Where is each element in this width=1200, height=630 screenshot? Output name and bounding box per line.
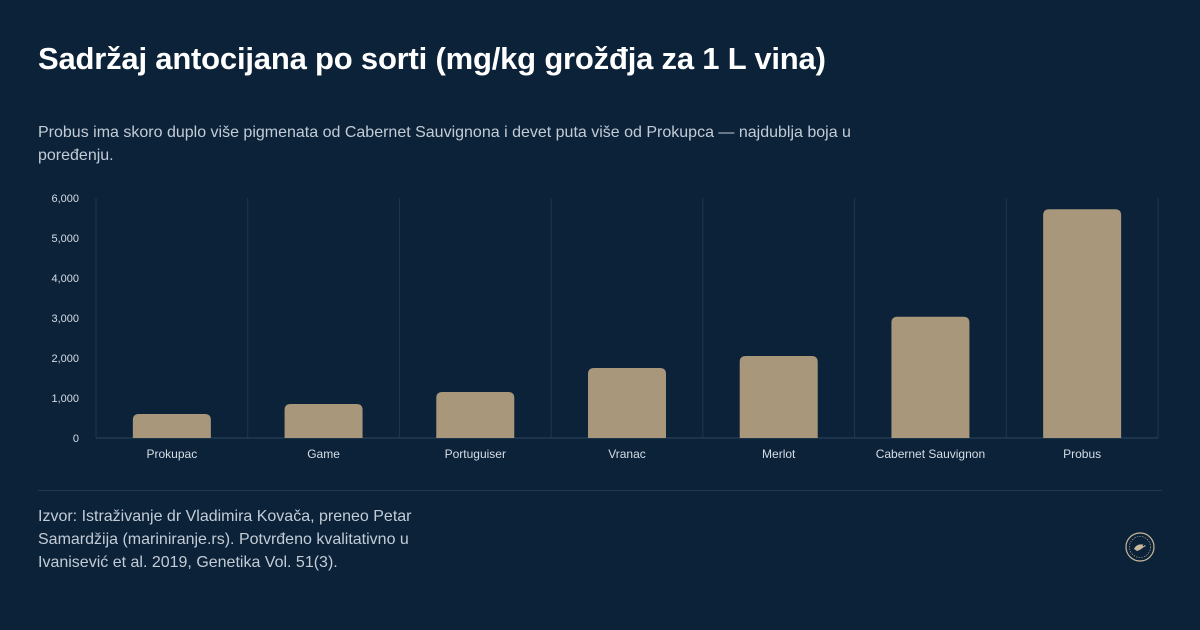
x-tick-label: Merlot — [762, 447, 796, 461]
bar-chart: 0 1,000 2,000 3,000 4,000 5,000 6,000 Prokupac G… — [51, 193, 1159, 461]
y-tick-label: 1,000 — [51, 393, 79, 405]
chart-subtitle: Probus ima skoro duplo više pigmenata od… — [38, 124, 851, 164]
bar-probus — [1043, 209, 1122, 438]
bar-cabernet-sauvignon — [891, 316, 970, 438]
y-tick-label: 0 — [73, 433, 79, 445]
x-tick-label: Probus — [1063, 447, 1101, 461]
y-tick-label: 4,000 — [51, 273, 79, 285]
x-tick-label: Prokupac — [147, 447, 198, 461]
bar-prokupac — [132, 414, 211, 438]
seal-logo-icon — [1125, 532, 1155, 562]
x-tick-label: Portuguiser — [445, 447, 506, 461]
bar-portuguiser — [436, 392, 515, 438]
bar-game — [284, 404, 363, 438]
y-tick-label: 6,000 — [51, 193, 79, 205]
bar-merlot — [739, 356, 818, 438]
x-tick-label: Vranac — [608, 447, 646, 461]
footer-divider — [38, 490, 1162, 491]
x-tick-label: Game — [307, 447, 340, 461]
x-tick-label: Cabernet Sauvignon — [876, 447, 985, 461]
source-note: Izvor: Istraživanje dr Vladimira Kovača,… — [38, 508, 412, 571]
chart-title: Sadržaj antocijana po sorti (mg/kg grožđ… — [38, 41, 826, 76]
y-tick-label: 5,000 — [51, 233, 79, 245]
bar-vranac — [588, 368, 666, 438]
y-tick-label: 2,000 — [51, 353, 79, 365]
y-tick-label: 3,000 — [51, 313, 79, 325]
